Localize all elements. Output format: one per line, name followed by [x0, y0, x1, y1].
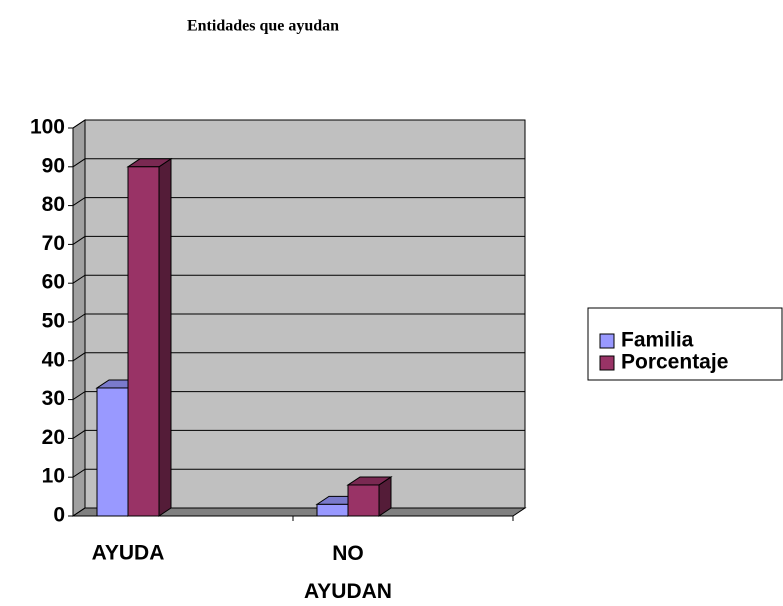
grid-line [72, 468, 525, 478]
y-tick-label: 50 [42, 310, 65, 333]
y-tick-label: 100 [30, 116, 65, 139]
grid-line [72, 274, 525, 284]
grid-line [72, 197, 525, 207]
grid-line [72, 429, 525, 439]
legend-box [587, 307, 783, 381]
y-tick-label: 20 [42, 426, 65, 449]
legend-label: Porcentaje [621, 351, 728, 374]
grid-line [72, 158, 525, 168]
grid-line [72, 352, 525, 362]
y-tick-label: 90 [42, 154, 65, 177]
bar-side [158, 157, 172, 517]
y-tick-label: 80 [42, 193, 65, 216]
grid-line [72, 313, 525, 323]
y-tick-label: 60 [42, 271, 65, 294]
bar-front [127, 166, 160, 517]
y-tick-label: 0 [53, 504, 65, 527]
bar-front [316, 503, 349, 517]
chart-title: Entidades que ayudan [187, 18, 339, 35]
bar-front [347, 484, 380, 517]
x-tick-label: AYUDA [92, 542, 165, 565]
bar [346, 476, 393, 517]
grid-line [72, 235, 525, 245]
y-tick-label: 30 [42, 387, 65, 410]
grid-line [72, 119, 525, 129]
y-tick-label: 40 [42, 348, 65, 371]
y-tick-label: 10 [42, 465, 65, 488]
legend-swatch [599, 355, 615, 371]
bar [126, 157, 173, 517]
x-tick-label: NO AYUDAN [304, 542, 392, 603]
legend-swatch [599, 333, 615, 349]
y-tick-label: 70 [42, 232, 65, 255]
grid-line [72, 391, 525, 401]
legend-label: Familia [621, 329, 694, 352]
bar-front [96, 387, 129, 517]
